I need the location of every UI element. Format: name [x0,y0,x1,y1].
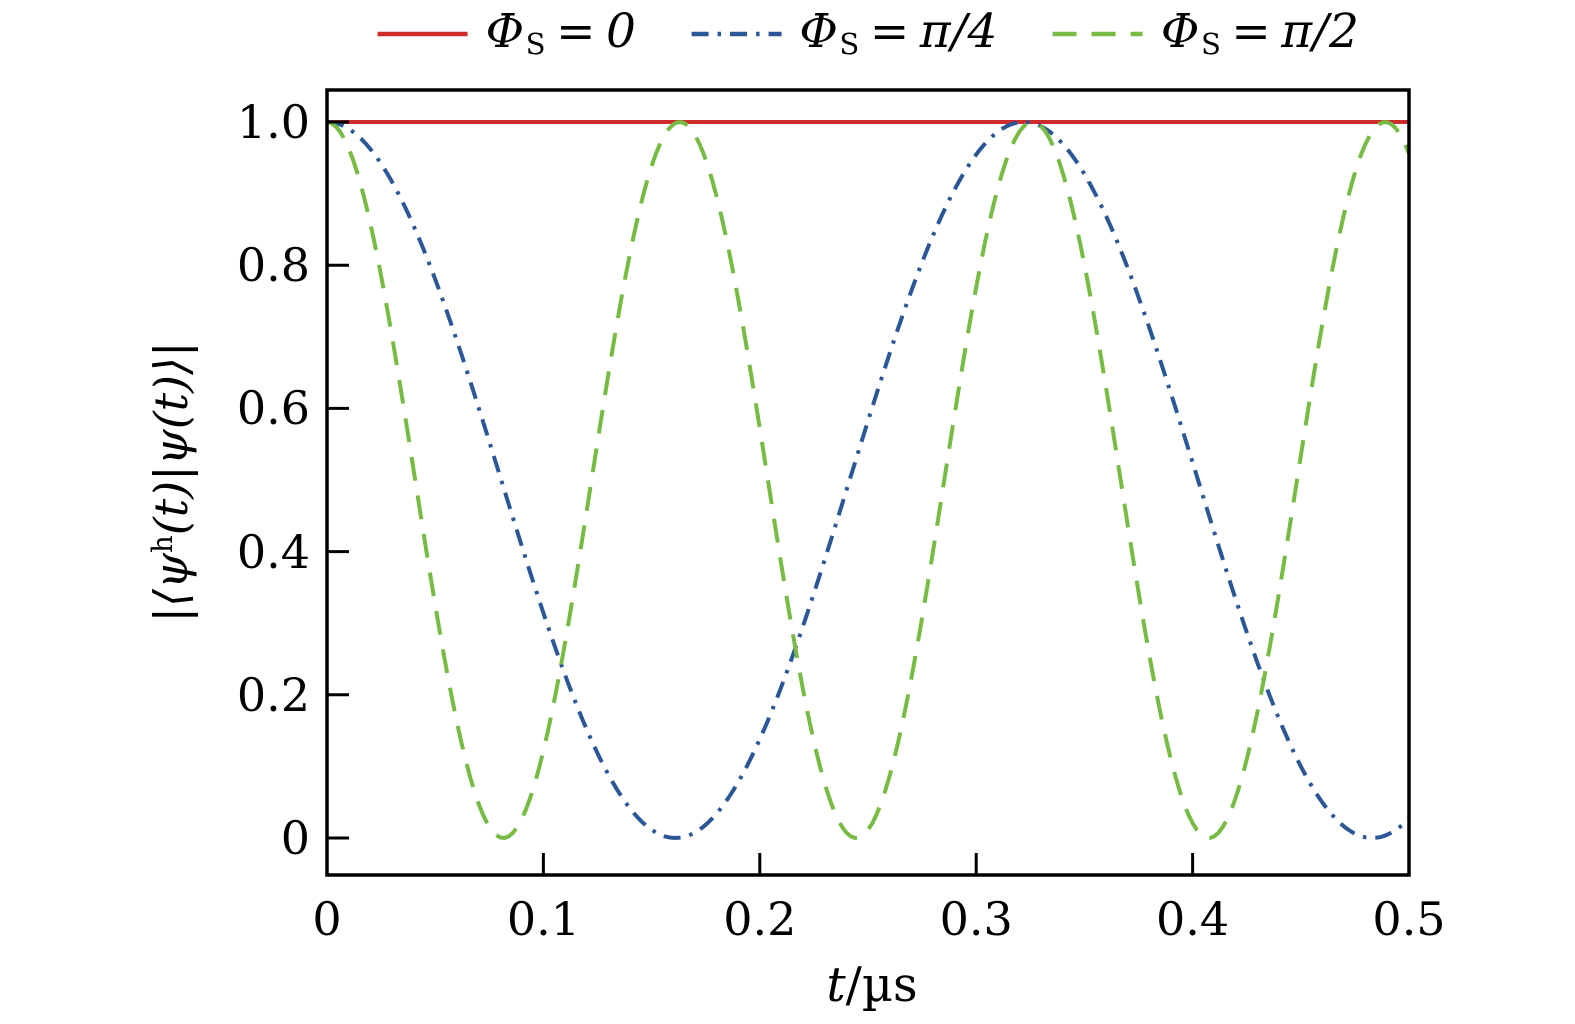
phi-symbol: Φ [485,4,525,59]
legend-line-sample-solid [377,31,468,36]
plot-frame [325,88,1411,877]
curves-layer [327,119,1409,840]
phi-subscript: S [1200,27,1222,62]
phi-subscript: S [525,27,547,62]
phi-subscript: S [839,27,860,62]
legend-label: ΦS = π/4 [799,8,998,59]
y-tick-label-0.8: 0.8 [236,238,310,293]
curve--s-2 [327,119,1409,840]
legend-value: 0 [605,4,637,59]
legend-item-phi-pi2: ΦS = π/2 [1052,8,1360,59]
legend-label: ΦS = π/2 [1161,8,1360,59]
legend-label: ΦS = 0 [486,8,637,59]
legend-value: π/4 [919,4,998,59]
phi-symbol: Φ [799,4,839,59]
equals-sign: = [1231,4,1272,59]
legend-line-sample-dashed [1052,31,1143,36]
legend-value: π/2 [1281,4,1360,59]
y-tick-label-0.6: 0.6 [236,381,310,436]
ticks-layer [325,120,1411,875]
x-axis-label-variable: t [826,957,846,1013]
y-axis-label: |⟨ψh(t)|ψ(t)⟩| [144,341,198,622]
x-tick-label-0.4: 0.4 [1156,892,1230,946]
legend-item-phi-pi4: ΦS = π/4 [690,8,998,59]
y-axis-label-post: (t)|ψ(t)⟩| [144,341,198,536]
x-axis-label-unit: /µs [845,957,918,1013]
equals-sign: = [869,4,910,59]
y-tick-label-0.4: 0.4 [236,524,310,579]
y-tick-label-0: 0 [280,811,310,865]
curve--s-4 [327,119,1409,840]
x-tick-label-0.2: 0.2 [723,892,797,946]
equals-sign: = [556,4,596,59]
x-axis-label: t/µs [826,961,917,1009]
legend-item-phi0: ΦS = 0 [377,8,637,59]
y-tick-label-0.2: 0.2 [236,667,310,722]
x-tick-label-0: 0 [312,892,342,946]
legend: ΦS = 0 ΦS = π/4 ΦS = π/2 [377,8,1360,59]
x-tick-label-0.3: 0.3 [939,892,1013,946]
x-tick-label-0.5: 0.5 [1372,892,1446,946]
y-tick-label-1.0: 1.0 [236,95,310,149]
x-tick-label-0.1: 0.1 [506,892,580,946]
phi-symbol: Φ [1160,4,1200,59]
legend-line-sample-dashdot [691,31,782,36]
